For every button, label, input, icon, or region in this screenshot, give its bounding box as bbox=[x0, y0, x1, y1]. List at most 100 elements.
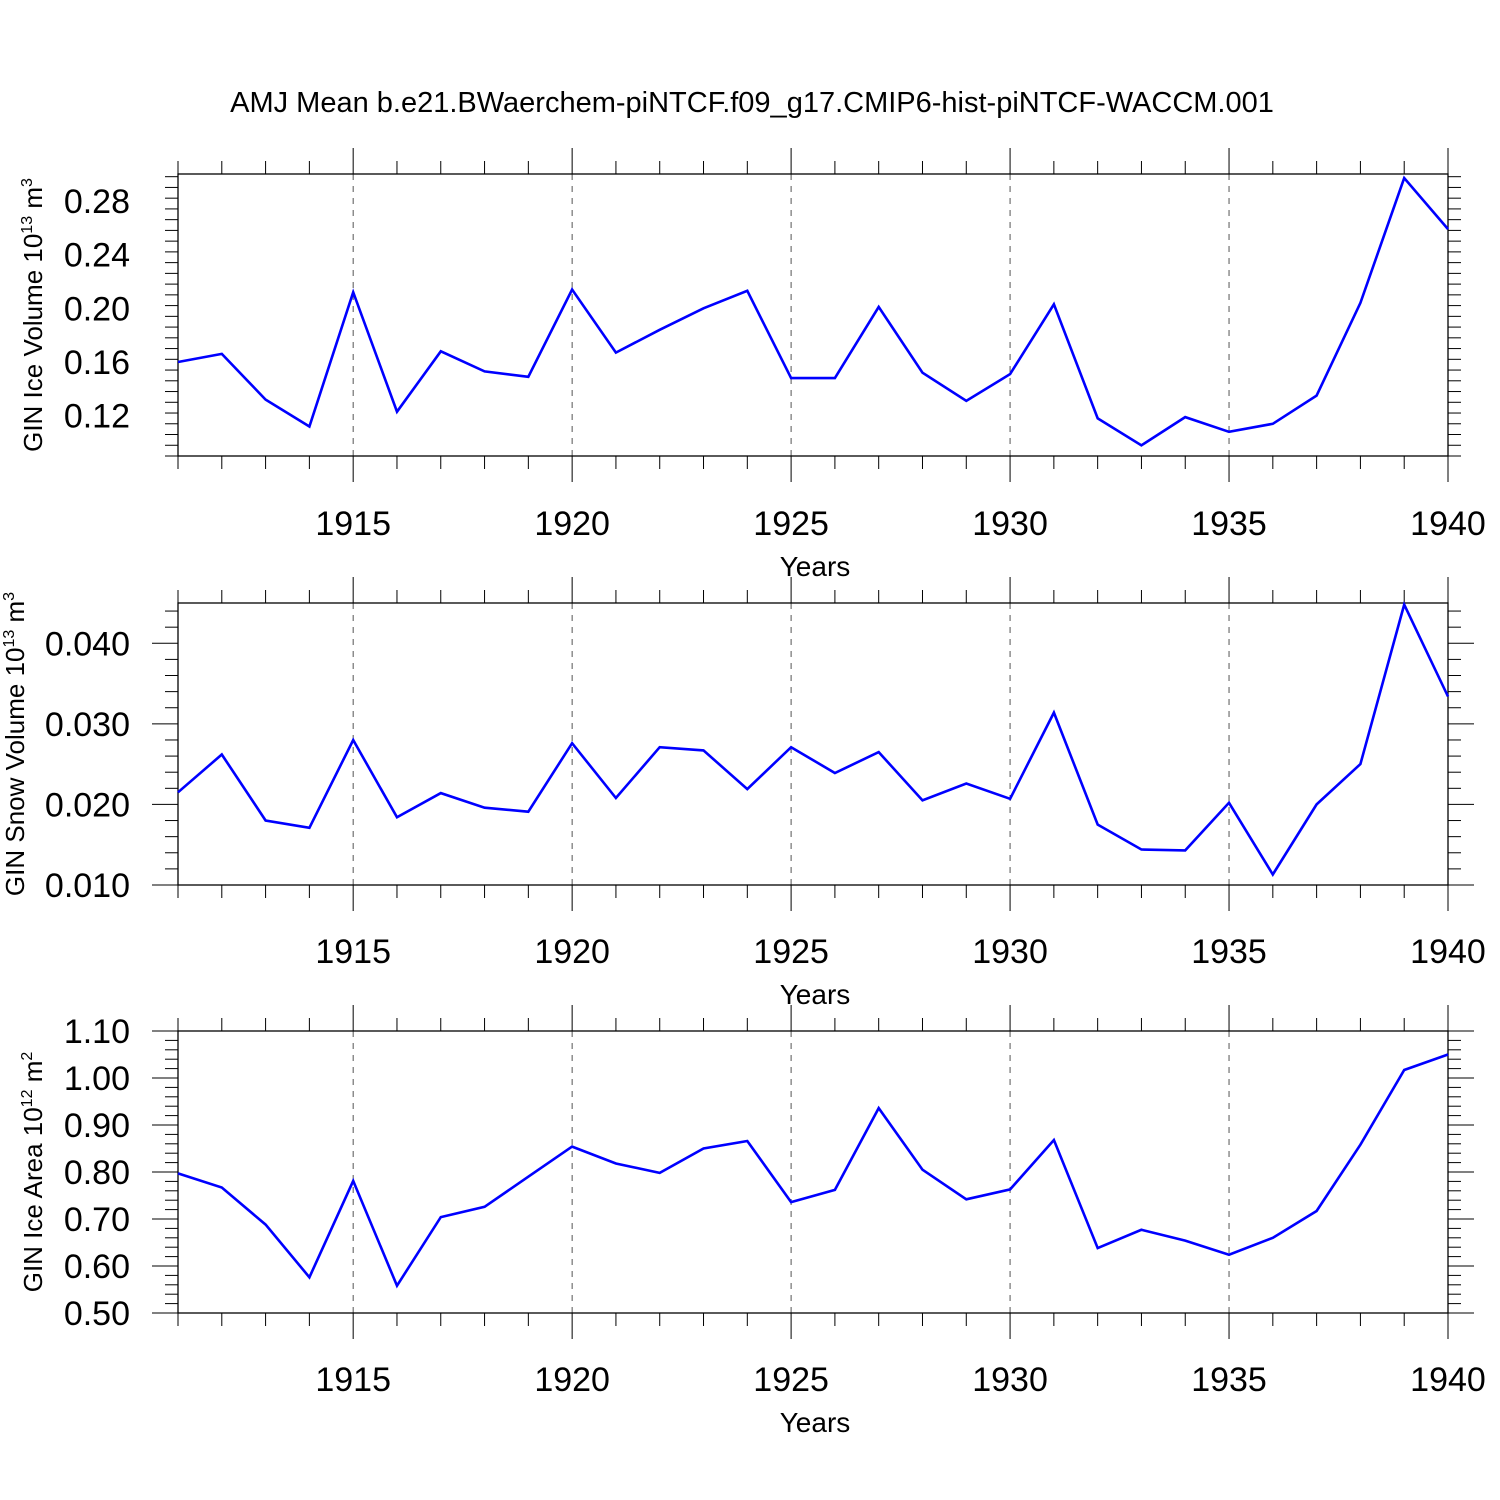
data-point bbox=[1008, 1187, 1012, 1191]
x-tick-label: 1935 bbox=[1191, 933, 1267, 971]
data-point bbox=[351, 290, 355, 294]
data-point bbox=[1183, 415, 1187, 419]
y-axis-title: GIN Ice Area 1012 m2 bbox=[18, 1052, 48, 1293]
data-point bbox=[964, 399, 968, 403]
y-tick-label: 0.16 bbox=[64, 344, 130, 382]
series-line bbox=[177, 175, 1449, 447]
x-axis-title: Years bbox=[780, 1407, 851, 1438]
data-point bbox=[1008, 797, 1012, 801]
data-point bbox=[351, 738, 355, 742]
x-tick-label: 1915 bbox=[315, 1361, 391, 1399]
x-tick-label: 1935 bbox=[1191, 505, 1267, 543]
y-tick-label: 0.70 bbox=[64, 1201, 130, 1239]
panel-ice-area: 1915 1920 1925 1930 1935 1940 Years 0.50 0.60 0.7… bbox=[18, 1005, 1486, 1438]
data-point bbox=[833, 376, 837, 380]
y-tick-label: 1.00 bbox=[64, 1060, 130, 1098]
data-point bbox=[1402, 603, 1406, 607]
data-point bbox=[745, 289, 749, 293]
x-tick-label: 1940 bbox=[1410, 933, 1486, 971]
data-point bbox=[614, 796, 618, 800]
data-point bbox=[439, 1215, 443, 1219]
data-point bbox=[1402, 176, 1406, 180]
panel-snow-volume: 1915 1920 1925 1930 1935 1940 Years 0.010 0.020 0… bbox=[0, 577, 1486, 1010]
y-tick-label: 0.90 bbox=[64, 1107, 130, 1145]
data-point bbox=[395, 410, 399, 414]
y-tick-label: 0.040 bbox=[45, 625, 130, 663]
data-point bbox=[964, 1197, 968, 1201]
data-point bbox=[176, 360, 180, 364]
data-point bbox=[307, 826, 311, 830]
data-point bbox=[1052, 1138, 1056, 1142]
data-point bbox=[745, 1139, 749, 1143]
data-point bbox=[264, 398, 268, 402]
data-point bbox=[877, 1106, 881, 1110]
series-line bbox=[177, 1053, 1449, 1289]
y-axis-title: GIN Snow Volume 1013 m3 bbox=[0, 592, 30, 896]
data-point bbox=[1139, 1228, 1143, 1232]
x-tick-label: 1930 bbox=[972, 933, 1048, 971]
series-line bbox=[177, 600, 1450, 877]
data-point bbox=[702, 748, 706, 752]
x-tick-label: 1940 bbox=[1410, 505, 1486, 543]
data-point bbox=[395, 815, 399, 819]
data-point bbox=[526, 375, 530, 379]
data-point bbox=[877, 750, 881, 754]
data-point bbox=[1446, 227, 1450, 231]
data-point bbox=[395, 1284, 399, 1288]
data-point bbox=[702, 1147, 706, 1151]
y-tick-label: 0.80 bbox=[64, 1154, 130, 1192]
data-point bbox=[702, 306, 706, 310]
plot-frame bbox=[177, 1030, 1449, 1314]
data-point bbox=[789, 745, 793, 749]
plot-frame bbox=[177, 173, 1449, 457]
data-point bbox=[658, 328, 662, 332]
y-tick-label: 0.28 bbox=[64, 183, 130, 221]
data-point bbox=[1227, 430, 1231, 434]
data-point bbox=[176, 790, 180, 794]
data-point bbox=[1227, 801, 1231, 805]
y-tick-label: 0.010 bbox=[45, 867, 130, 905]
data-point bbox=[1271, 873, 1275, 877]
data-point bbox=[264, 819, 268, 823]
data-point bbox=[1315, 1209, 1319, 1213]
figure-title: AMJ Mean b.e21.BWaerchem-piNTCF.f09_g17.… bbox=[230, 87, 1274, 119]
data-point bbox=[439, 349, 443, 353]
data-point bbox=[1096, 823, 1100, 827]
data-point bbox=[1358, 301, 1362, 305]
data-point bbox=[351, 1179, 355, 1183]
data-point bbox=[658, 1171, 662, 1175]
x-tick-label: 1920 bbox=[534, 933, 610, 971]
data-point bbox=[614, 351, 618, 355]
data-point bbox=[570, 1145, 574, 1149]
data-point bbox=[570, 287, 574, 291]
data-point bbox=[1358, 1143, 1362, 1147]
data-point bbox=[614, 1162, 618, 1166]
data-point bbox=[1315, 802, 1319, 806]
data-point bbox=[1052, 711, 1056, 715]
y-tick-label: 0.60 bbox=[64, 1248, 130, 1286]
x-tick-label: 1925 bbox=[753, 505, 829, 543]
x-tick-label: 1935 bbox=[1191, 1361, 1267, 1399]
data-point bbox=[1008, 372, 1012, 376]
x-tick-label: 1915 bbox=[315, 933, 391, 971]
data-point bbox=[1271, 1236, 1275, 1240]
data-point bbox=[1402, 1068, 1406, 1072]
data-point bbox=[220, 752, 224, 756]
x-tick-label: 1930 bbox=[972, 1361, 1048, 1399]
x-tick-label: 1915 bbox=[315, 505, 391, 543]
x-tick-label: 1925 bbox=[753, 1361, 829, 1399]
data-point bbox=[1227, 1253, 1231, 1257]
data-point bbox=[833, 1188, 837, 1192]
data-point bbox=[439, 791, 443, 795]
data-point bbox=[483, 1205, 487, 1209]
data-point bbox=[745, 787, 749, 791]
data-point bbox=[1139, 848, 1143, 852]
data-point bbox=[526, 1175, 530, 1179]
data-point bbox=[483, 369, 487, 373]
data-point bbox=[1315, 394, 1319, 398]
data-point bbox=[877, 305, 881, 309]
data-point bbox=[1183, 848, 1187, 852]
data-point bbox=[176, 1171, 180, 1175]
data-point bbox=[264, 1223, 268, 1227]
x-tick-label: 1920 bbox=[534, 505, 610, 543]
